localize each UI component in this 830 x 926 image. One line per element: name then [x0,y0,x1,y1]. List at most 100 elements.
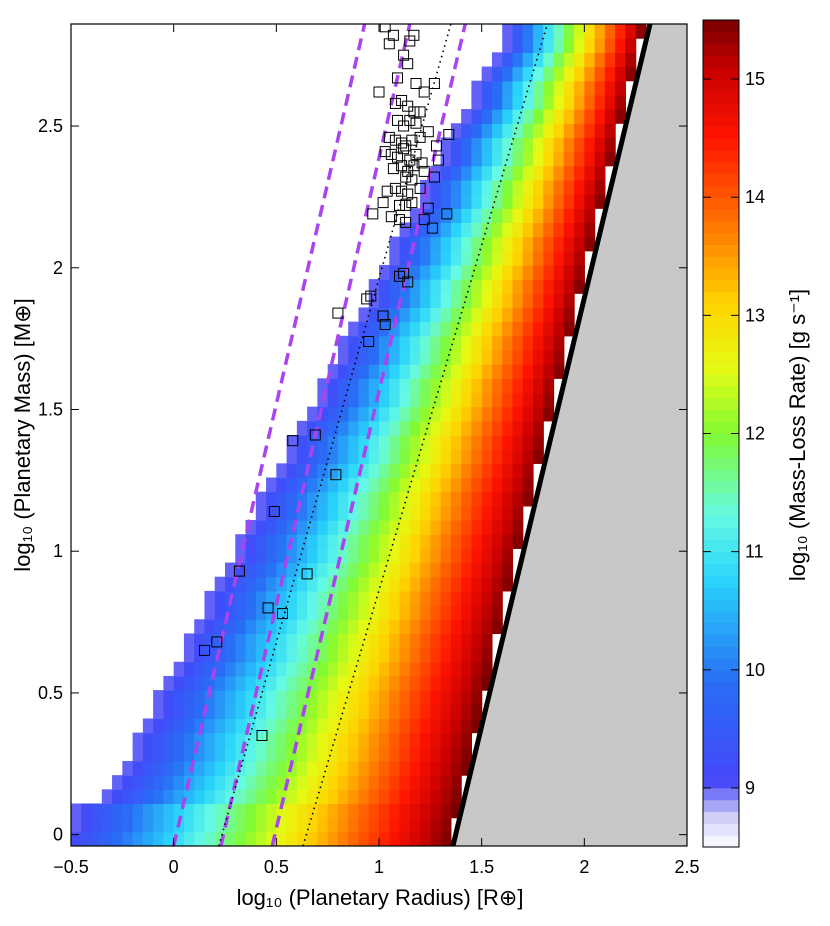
heatmap-cell [440,194,452,209]
heatmap-cell [276,505,288,521]
heatmap-cell [615,24,626,39]
heatmap-cell [368,633,380,649]
heatmap-cell [461,364,472,379]
heatmap-cell [574,208,585,224]
heatmap-cell [502,151,514,167]
heatmap-cell [440,236,452,252]
heatmap-cell [481,449,493,464]
heatmap-cell [358,420,370,436]
heatmap-cell [450,165,462,181]
heatmap-cell [358,406,370,422]
heatmap-cell [440,165,452,181]
heatmap-cell [368,420,380,436]
heatmap-cell [450,222,462,238]
heatmap-cell [584,208,596,224]
heatmap-cell [461,321,472,337]
heatmap-cell [563,293,575,309]
heatmap-cell [502,392,514,408]
heatmap-cell [379,548,390,564]
heatmap-cell [450,718,462,734]
planet-point [418,214,430,226]
heatmap-cell [594,24,606,39]
heatmap-cell [409,590,421,606]
heatmap-cell [296,675,308,691]
planet-point [404,114,416,126]
heatmap-cell [235,704,247,720]
heatmap-cell [389,378,401,394]
heatmap-cell [512,80,524,96]
heatmap-cell [563,179,575,195]
heatmap-cell [440,562,452,578]
heatmap-cell [255,789,267,805]
heatmap-cell [358,746,370,762]
heatmap-cell [183,704,195,720]
heatmap-cell [317,534,329,549]
heatmap-cell [461,732,472,748]
heatmap-cell [327,520,339,535]
heatmap-cell [112,831,123,846]
heatmap-cell [491,109,503,124]
heatmap-cell [502,279,514,294]
heatmap-cell [204,789,216,805]
heatmap-cell [604,80,616,96]
heatmap-cell [368,661,380,677]
colorbar-tick-label: 12 [745,424,765,444]
heatmap-cell [399,222,411,238]
heatmap-cell [276,647,288,663]
colorbar-band [703,681,739,694]
heatmap-cell [255,803,267,819]
heatmap-cell [245,548,257,564]
heatmap-cell [512,307,524,323]
heatmap-cell [502,321,514,337]
heatmap-cell [584,109,596,124]
heatmap-cell [420,817,431,833]
heatmap-cell [307,760,318,776]
heatmap-cell [296,491,308,507]
heatmap-cell [430,179,442,195]
colorbar-band [703,102,739,116]
heatmap-cell [266,562,277,578]
heatmap-cell [204,718,216,734]
heatmap-cell [471,633,483,649]
heatmap-cell [450,194,462,209]
heatmap-cell [142,817,154,833]
heatmap-cell [379,520,390,535]
heatmap-cell [491,505,503,521]
colorbar-band [703,516,739,529]
heatmap-cell [225,562,236,578]
heatmap-cell [379,605,390,620]
heatmap-cell [266,520,277,535]
heatmap-cell [337,619,349,635]
heatmap-cell [461,675,472,691]
heatmap-cell [276,704,288,720]
heatmap-cell [225,803,236,819]
heatmap-cell [368,349,380,365]
colorbar-band [703,409,739,423]
heatmap-cell [142,746,154,762]
planet-point [394,199,405,211]
heatmap-cell [491,534,503,549]
heatmap-cell [389,293,401,309]
heatmap-cell [522,307,534,323]
heatmap-cell [245,718,257,734]
heatmap-cell [450,477,462,493]
heatmap-cell [430,619,442,635]
heatmap-cell [266,831,277,846]
heatmap-cell [327,831,339,846]
heatmap-cell [461,392,472,408]
heatmap-cell [307,590,318,606]
planet-point [408,160,420,172]
planet-point [394,214,405,226]
heatmap-cell [461,505,472,521]
heatmap-cell [430,704,442,720]
heatmap-cell [358,760,370,776]
heatmap-cell [327,449,339,464]
heatmap-cell [512,435,524,450]
heatmap-cell [563,194,575,209]
heatmap-cell [409,534,421,549]
heatmap-cell [358,562,370,578]
y-tick-label: 1.5 [38,399,63,419]
heatmap-cell [307,789,318,805]
heatmap-cell [420,463,431,479]
heatmap-cell [420,633,431,649]
